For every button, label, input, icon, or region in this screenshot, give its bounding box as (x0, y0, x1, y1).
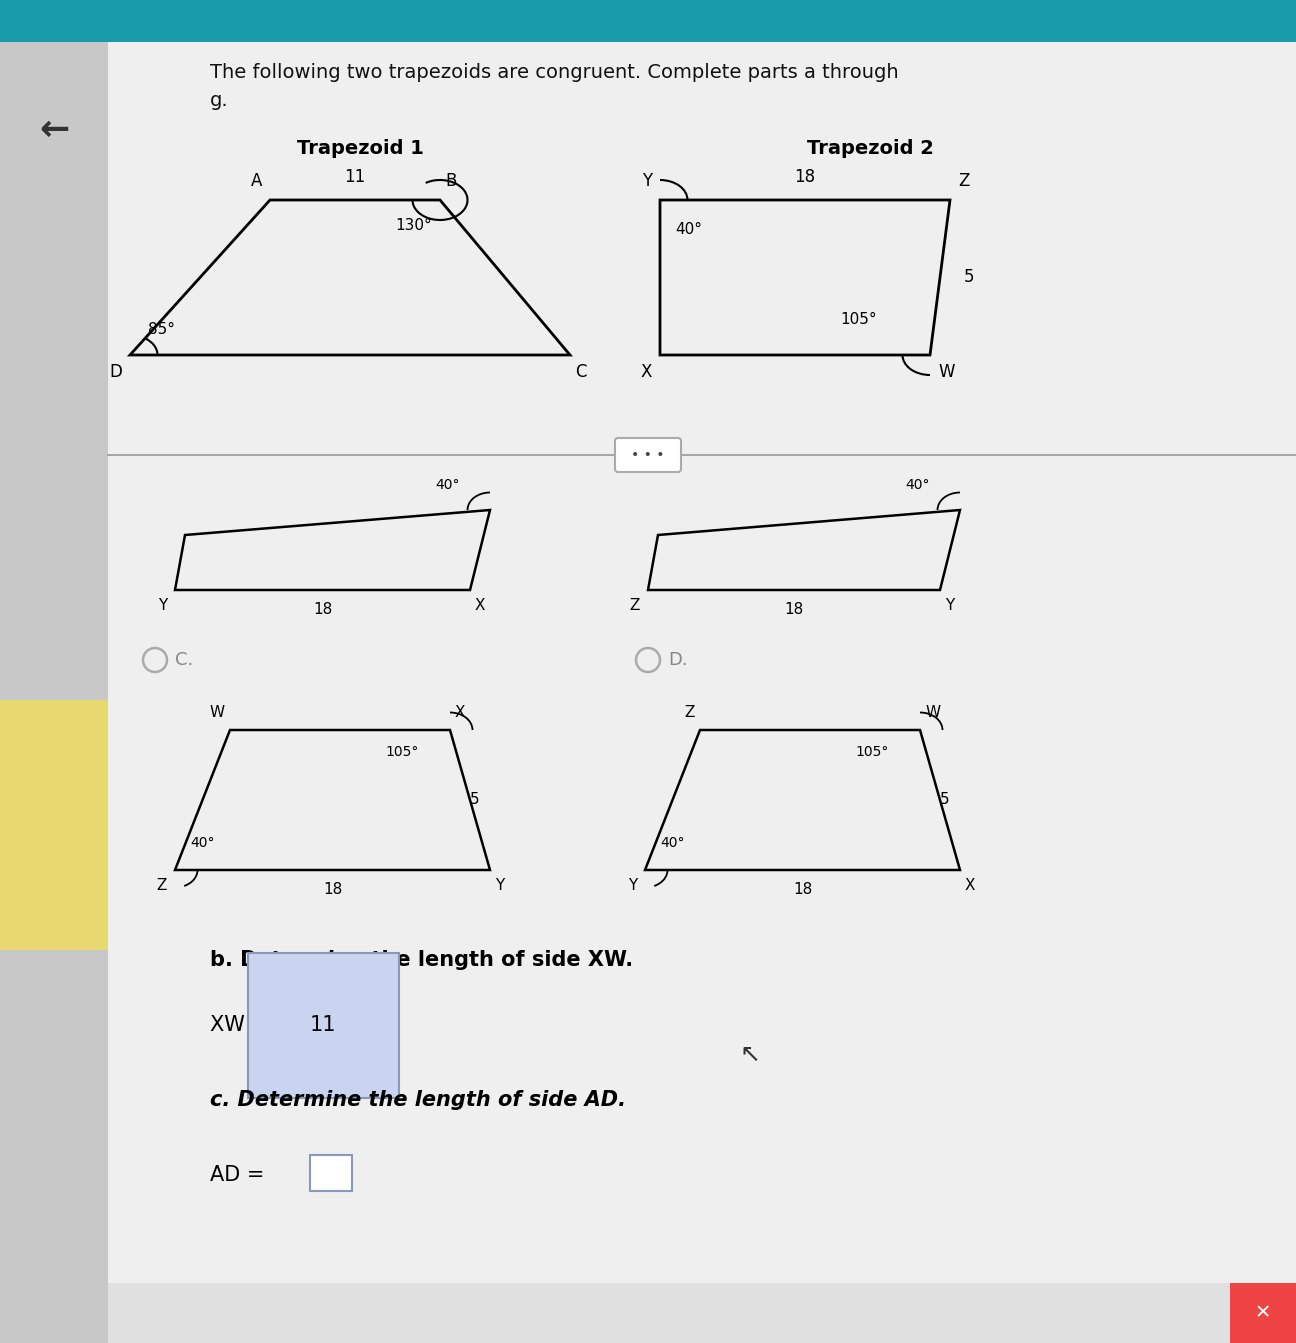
Text: C.: C. (175, 651, 193, 669)
Text: XW =: XW = (210, 1015, 276, 1035)
Text: Y: Y (495, 878, 504, 893)
Text: 18: 18 (784, 602, 804, 616)
Text: 105°: 105° (855, 745, 888, 759)
Text: ↖: ↖ (740, 1044, 761, 1066)
Text: 11: 11 (345, 168, 365, 185)
Text: 85°: 85° (148, 322, 175, 337)
Text: Z: Z (958, 172, 969, 189)
Text: X: X (966, 878, 976, 893)
Text: The following two trapezoids are congruent. Complete parts a through: The following two trapezoids are congrue… (210, 63, 898, 82)
Text: 18: 18 (793, 882, 813, 897)
Bar (0, 42, 108, 1343)
Text: 11: 11 (310, 1015, 337, 1035)
Bar (0, 700, 108, 950)
Text: Trapezoid 1: Trapezoid 1 (297, 138, 424, 157)
Text: • • •: • • • (631, 449, 665, 462)
Bar (310, 1155, 353, 1191)
Text: X: X (640, 363, 652, 381)
Text: AD =: AD = (210, 1164, 271, 1185)
Text: X: X (476, 598, 486, 612)
Text: W: W (925, 705, 940, 720)
Text: b. Determine the length of side XW.: b. Determine the length of side XW. (210, 950, 634, 970)
Text: c. Determine the length of side AD.: c. Determine the length of side AD. (210, 1091, 626, 1111)
Text: X: X (455, 705, 465, 720)
Bar (1230, 1283, 1296, 1343)
Text: ←: ← (39, 113, 69, 146)
Text: Y: Y (627, 878, 638, 893)
Text: 5: 5 (964, 269, 975, 286)
FancyBboxPatch shape (616, 438, 680, 471)
Text: C: C (575, 363, 587, 381)
Text: 40°: 40° (675, 222, 702, 236)
Text: 40°: 40° (191, 835, 215, 850)
Text: 40°: 40° (660, 835, 684, 850)
Text: 18: 18 (794, 168, 815, 185)
Text: 130°: 130° (395, 218, 432, 232)
Text: 5: 5 (940, 792, 950, 807)
Text: Z: Z (630, 598, 640, 612)
Text: B: B (445, 172, 456, 189)
Text: Y: Y (158, 598, 167, 612)
Text: 40°: 40° (905, 478, 929, 492)
Bar (0, 0, 1296, 42)
Text: 5: 5 (470, 792, 480, 807)
Text: Z: Z (157, 878, 167, 893)
Text: Trapezoid 2: Trapezoid 2 (806, 138, 933, 157)
Text: 18: 18 (323, 882, 342, 897)
Text: W: W (210, 705, 226, 720)
Text: W: W (938, 363, 954, 381)
Text: g.: g. (210, 90, 228, 110)
Bar (108, 1283, 1296, 1343)
Text: A: A (250, 172, 262, 189)
Text: Y: Y (945, 598, 954, 612)
Text: ✕: ✕ (1255, 1304, 1271, 1323)
Text: 105°: 105° (385, 745, 419, 759)
Text: Z: Z (684, 705, 695, 720)
Text: 18: 18 (312, 602, 332, 616)
Text: Y: Y (642, 172, 652, 189)
Text: D.: D. (667, 651, 688, 669)
Text: 40°: 40° (435, 478, 460, 492)
Text: 105°: 105° (840, 312, 876, 326)
Text: D: D (109, 363, 122, 381)
